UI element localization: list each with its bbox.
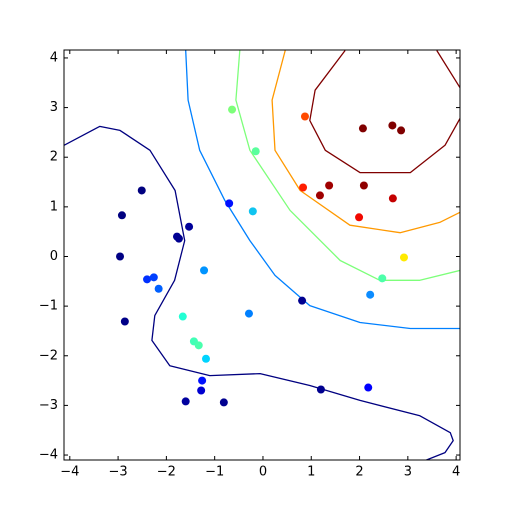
scatter-point	[358, 124, 367, 133]
scatter-point	[378, 274, 387, 283]
y-tick-label: −2	[39, 348, 58, 363]
contour-line	[235, 50, 460, 281]
scatter-point	[198, 376, 207, 385]
y-tick-label: 0	[50, 249, 58, 264]
scatter-point	[315, 191, 324, 200]
scatter-point	[299, 183, 308, 192]
contour-line	[271, 50, 460, 234]
contour-line	[309, 50, 460, 174]
scatter-point	[228, 105, 237, 114]
scatter-point	[248, 207, 257, 216]
scatter-point	[316, 385, 325, 394]
axes-frame	[63, 49, 461, 461]
scatter-point	[181, 397, 190, 406]
scatter-point	[194, 341, 203, 350]
scatter-point	[397, 126, 406, 135]
scatter-point	[244, 309, 253, 318]
scatter-point	[149, 273, 158, 282]
contour-line	[64, 125, 454, 460]
scatter-point	[298, 296, 307, 305]
scatter-point	[116, 252, 125, 261]
x-tick-label: 2	[355, 465, 363, 480]
y-tick-label: 4	[50, 50, 58, 65]
scatter-point	[174, 234, 183, 243]
scatter-point	[300, 112, 309, 121]
scatter-point	[178, 312, 187, 321]
scatter-point	[251, 147, 260, 156]
scatter-point	[201, 354, 210, 363]
scatter-point	[185, 222, 194, 231]
scatter-point	[137, 186, 146, 195]
scatter-point	[355, 213, 364, 222]
y-tick-label: −3	[39, 398, 58, 413]
scatter-point	[200, 266, 209, 275]
scatter-point	[225, 199, 234, 208]
scatter-point	[120, 317, 129, 326]
x-tick-label: −1	[205, 465, 224, 480]
x-tick-label: 1	[307, 465, 315, 480]
scatter-point	[359, 181, 368, 190]
y-tick-label: 1	[50, 199, 58, 214]
scatter-point	[325, 181, 334, 190]
y-tick-label: −4	[39, 448, 58, 463]
x-tick-label: −2	[157, 465, 176, 480]
scatter-point	[143, 275, 152, 284]
x-tick-label: 4	[452, 465, 460, 480]
scatter-point	[197, 386, 206, 395]
scatter-point	[219, 398, 228, 407]
y-tick-label: 3	[50, 100, 58, 115]
scatter-point	[388, 121, 397, 130]
y-tick-label: 2	[50, 150, 58, 165]
x-tick-label: −3	[109, 465, 128, 480]
scatter-point	[154, 284, 163, 293]
scatter-point	[399, 253, 408, 262]
y-tick-label: −1	[39, 299, 58, 314]
scatter-point	[366, 290, 375, 299]
contour-line	[185, 50, 460, 330]
x-tick-label: 0	[259, 465, 267, 480]
scatter-point	[117, 211, 126, 220]
scatter-point	[364, 383, 373, 392]
x-tick-label: 3	[404, 465, 412, 480]
scatter-point	[388, 194, 397, 203]
x-tick-label: −4	[60, 465, 79, 480]
